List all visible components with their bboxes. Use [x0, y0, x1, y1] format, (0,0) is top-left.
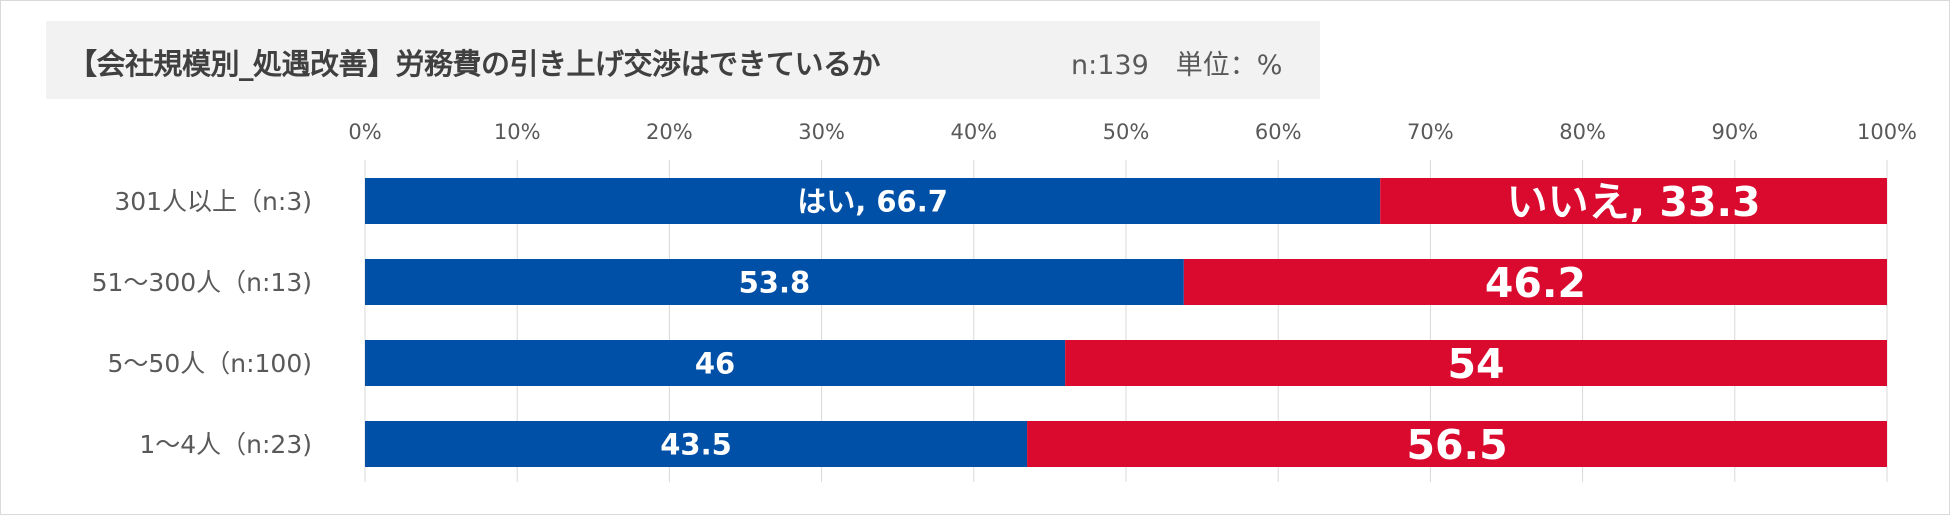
category-label: 1～4人（n:23): [139, 430, 312, 459]
data-label: 56.5: [1406, 421, 1507, 469]
category-label: 51～300人（n:13): [92, 268, 312, 297]
chart-title: 【会社規模別_処遇改善】労務費の引き上げ交渉はできているか: [68, 47, 881, 81]
x-tick-label: 50%: [1103, 120, 1150, 144]
x-tick-label: 90%: [1711, 120, 1758, 144]
category-label: 5～50人（n:100): [108, 349, 312, 378]
x-tick-label: 30%: [798, 120, 845, 144]
data-label: 43.5: [660, 427, 732, 461]
category-label: 301人以上（n:3): [114, 187, 312, 216]
bar-segment: [1065, 340, 1887, 386]
bar-segment: [365, 259, 1184, 305]
x-tick-label: 80%: [1559, 120, 1606, 144]
bar-segment: [365, 421, 1028, 467]
title-box: 【会社規模別_処遇改善】労務費の引き上げ交渉はできているか n:139 単位：%: [46, 21, 1320, 99]
bar-segment: [1027, 421, 1887, 467]
x-tick-label: 100%: [1857, 120, 1917, 144]
x-tick-label: 0%: [348, 120, 381, 144]
bar-segment: [1183, 259, 1887, 305]
bar-segment: [1380, 178, 1887, 224]
data-label: 46.2: [1485, 259, 1586, 307]
data-label: 46: [695, 346, 735, 380]
data-label: いいえ, 33.3: [1507, 178, 1761, 226]
x-tick-label: 40%: [950, 120, 997, 144]
x-tick-label: 70%: [1407, 120, 1454, 144]
x-tick-label: 60%: [1255, 120, 1302, 144]
x-tick-label: 10%: [494, 120, 541, 144]
bar-segment: [365, 178, 1381, 224]
data-label: 53.8: [739, 265, 811, 299]
data-label: 54: [1448, 340, 1505, 388]
chart-subtitle: n:139 単位：%: [1071, 50, 1283, 81]
data-label: はい, 66.7: [797, 184, 948, 218]
bar-segment: [365, 340, 1066, 386]
x-tick-label: 20%: [646, 120, 693, 144]
